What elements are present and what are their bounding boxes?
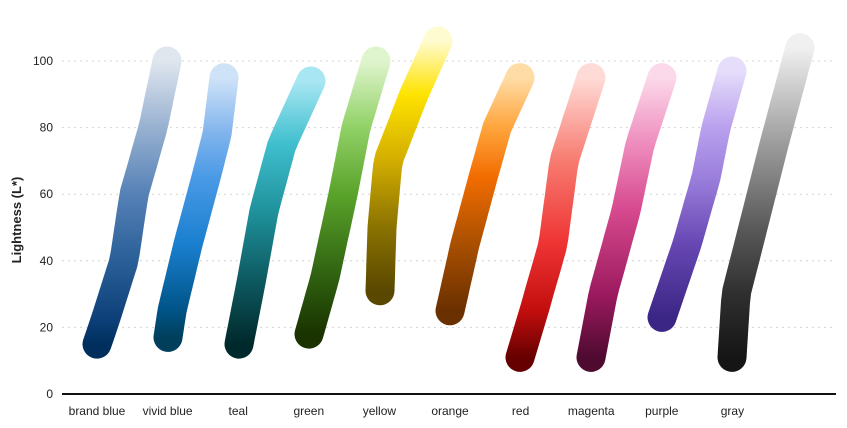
series-stroke-magenta [576,63,677,372]
x-tick-label: red [512,404,529,418]
x-tick-label: yellow [363,404,397,418]
y-tick-label: 60 [40,187,54,201]
x-axis-ticks: brand blue vivid blue teal green yellow orang… [69,404,744,418]
y-tick-label: 40 [40,254,54,268]
x-tick-label: magenta [568,404,615,418]
x-tick-label: vivid blue [143,404,193,418]
y-tick-label: 100 [33,54,53,68]
series-stroke-brand-blue [82,46,182,359]
x-tick-label: brand blue [69,404,126,418]
series-stroke-green [294,46,391,349]
x-tick-label: teal [229,404,248,418]
series-stroke-red [505,63,606,372]
y-tick-label: 20 [40,320,54,334]
series-stroke-gray [717,33,815,372]
series-stroke-orange [435,63,535,326]
x-tick-label: green [293,404,324,418]
x-tick-label: orange [431,404,469,418]
y-tick-label: 0 [46,387,53,401]
series-stroke-purple [647,56,747,332]
series-stroke-teal [224,66,326,359]
y-axis-title: Lightness (L*) [9,177,24,264]
y-axis-ticks: 0 20 40 60 80 100 [33,54,53,401]
y-tick-label: 80 [40,121,54,135]
x-tick-label: purple [645,404,679,418]
series-strokes [82,26,815,372]
x-tick-label: gray [721,404,744,418]
series-stroke-vivid-blue [153,63,239,352]
series-stroke-yellow [365,26,453,306]
